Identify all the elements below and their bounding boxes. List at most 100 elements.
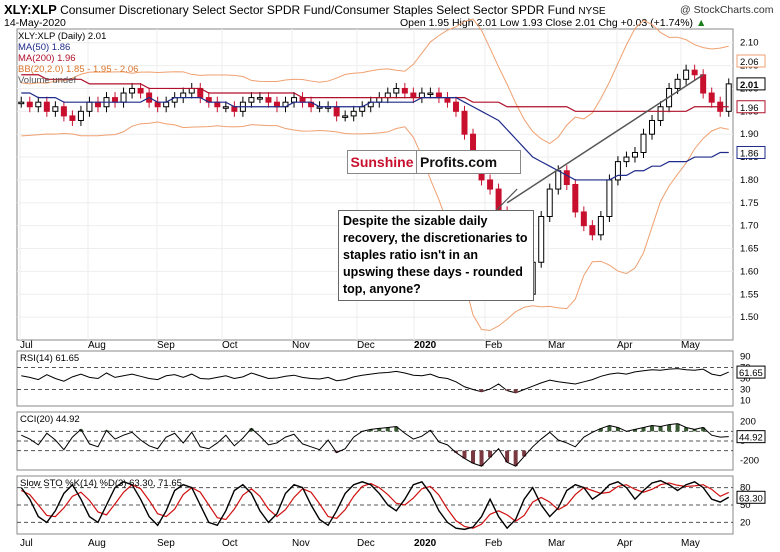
- candle-body: [631, 151, 638, 158]
- x-tick-label-bottom: Aug: [88, 538, 106, 549]
- x-tick-label-bottom: 2020: [414, 538, 437, 549]
- candle-body: [163, 101, 170, 108]
- candle-body: [401, 87, 408, 94]
- candle-body: [180, 92, 187, 99]
- candle-body: [614, 161, 621, 181]
- candle-body: [546, 188, 553, 218]
- rsi-value-box: [736, 365, 766, 379]
- candle-body: [188, 87, 195, 94]
- x-tick-label: Mar: [548, 340, 566, 351]
- cci-label: CCI(20) 44.92: [20, 414, 80, 425]
- sto-d-line: [21, 482, 729, 529]
- candle-body: [597, 216, 604, 236]
- candle-body: [384, 92, 391, 99]
- candle-body: [435, 92, 442, 99]
- brand-link[interactable]: @ StockCharts.com: [680, 4, 774, 16]
- price-box: [736, 77, 766, 91]
- y-tick-label: 1.65: [740, 244, 759, 255]
- x-tick-label-bottom: Feb: [485, 538, 503, 549]
- x-tick-label: Apr: [617, 340, 633, 351]
- candle-body: [393, 87, 400, 94]
- candle-body: [649, 119, 656, 135]
- sto-tick-label: 80: [740, 483, 751, 494]
- price-box-label: 1.86: [740, 148, 759, 159]
- rsi-tick-label: 90: [740, 352, 751, 363]
- candle-body: [77, 110, 84, 121]
- candle-body: [640, 133, 647, 153]
- rsi-label: RSI(14) 61.65: [20, 353, 79, 364]
- candle-body: [555, 170, 562, 190]
- y-tick-label: 1.80: [740, 175, 759, 186]
- logo-left: Sunshine: [348, 151, 417, 173]
- bb-upper: [21, 18, 729, 145]
- candle-body: [674, 78, 681, 89]
- x-tick-label-bottom: Oct: [222, 538, 238, 549]
- candle-body: [683, 69, 690, 80]
- candle-body: [69, 115, 76, 121]
- candle-body: [538, 216, 545, 263]
- candle-body: [333, 106, 340, 117]
- sto-tick-label: 20: [740, 517, 751, 528]
- candle-body: [427, 92, 434, 96]
- price-box: [736, 54, 766, 68]
- x-tick-label-bottom: Jul: [20, 538, 33, 549]
- rsi-panel-frame: [16, 350, 734, 407]
- x-tick-label: Jul: [20, 340, 33, 351]
- x-tick-label: May: [681, 340, 700, 351]
- candle-body: [86, 101, 93, 112]
- candle-body: [487, 179, 494, 190]
- candle-body: [725, 83, 732, 112]
- bb-lower: [21, 121, 729, 331]
- candle-body: [563, 170, 570, 186]
- candle-body: [418, 92, 425, 99]
- y-tick-label: 1.75: [740, 198, 759, 209]
- x-tick-label-bottom: Nov: [292, 538, 310, 549]
- legend-bb: BB(20,2.0) 1.85 - 1.95 - 2.06: [18, 64, 139, 75]
- exchange: NYSE: [578, 6, 606, 17]
- chart-title: XLY:XLP Consumer Discretionary Select Se…: [4, 2, 606, 17]
- candle-body: [589, 225, 596, 236]
- candle-body: [60, 106, 67, 117]
- candle-body: [256, 97, 263, 100]
- y-tick-label: 1.50: [740, 312, 759, 323]
- candle-body: [410, 92, 417, 99]
- y-tick-label: 1.90: [740, 129, 759, 140]
- candle-body: [120, 92, 127, 103]
- rsi-tick-label: 30: [740, 385, 751, 396]
- candle-body: [222, 106, 229, 109]
- candle-body: [291, 97, 298, 103]
- rsi-tick-label: 10: [740, 396, 751, 407]
- candle-body: [444, 97, 451, 103]
- x-tick-label-bottom: Mar: [548, 538, 566, 549]
- legend-main: XLY:XLP (Daily) 2.01: [18, 31, 107, 42]
- candle-body: [606, 179, 613, 218]
- cci-value-box: [736, 430, 766, 444]
- candle-body: [461, 110, 468, 135]
- x-tick-label: Oct: [222, 340, 238, 351]
- up-arrow-icon: ▲: [695, 17, 707, 29]
- x-tick-label-bottom: Sep: [157, 538, 175, 549]
- cci-line: [21, 423, 729, 467]
- legend-ma200: MA(200) 1.96: [18, 53, 76, 64]
- y-tick-label: 2.10: [740, 38, 759, 49]
- sto-tick-label: 50: [740, 500, 751, 511]
- y-tick-label: 1.70: [740, 221, 759, 232]
- price-box-label: 2.06: [740, 57, 759, 68]
- price-panel-frame: [16, 28, 734, 341]
- x-tick-label: Aug: [88, 340, 106, 351]
- rsi-tick-label: 50: [740, 374, 751, 385]
- price-box-label: 2.01: [740, 80, 759, 91]
- price-box-label: 1.96: [740, 103, 759, 114]
- rsi-line: [21, 368, 729, 394]
- x-tick-label: Feb: [485, 340, 503, 351]
- candle-body: [43, 101, 50, 112]
- cci-value: 44.92: [739, 433, 763, 444]
- legend-ma50: MA(50) 1.86: [18, 42, 71, 53]
- candle-body: [231, 106, 238, 112]
- y-tick-label: 1.60: [740, 266, 759, 277]
- candle-body: [623, 156, 630, 163]
- candle-body: [52, 106, 59, 112]
- price-box: [736, 100, 766, 114]
- cci-tick-label: -200: [740, 455, 759, 466]
